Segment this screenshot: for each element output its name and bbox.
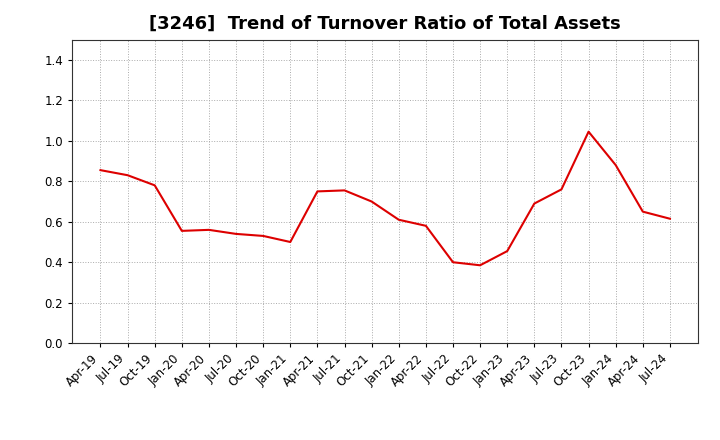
Title: [3246]  Trend of Turnover Ratio of Total Assets: [3246] Trend of Turnover Ratio of Total … bbox=[149, 15, 621, 33]
